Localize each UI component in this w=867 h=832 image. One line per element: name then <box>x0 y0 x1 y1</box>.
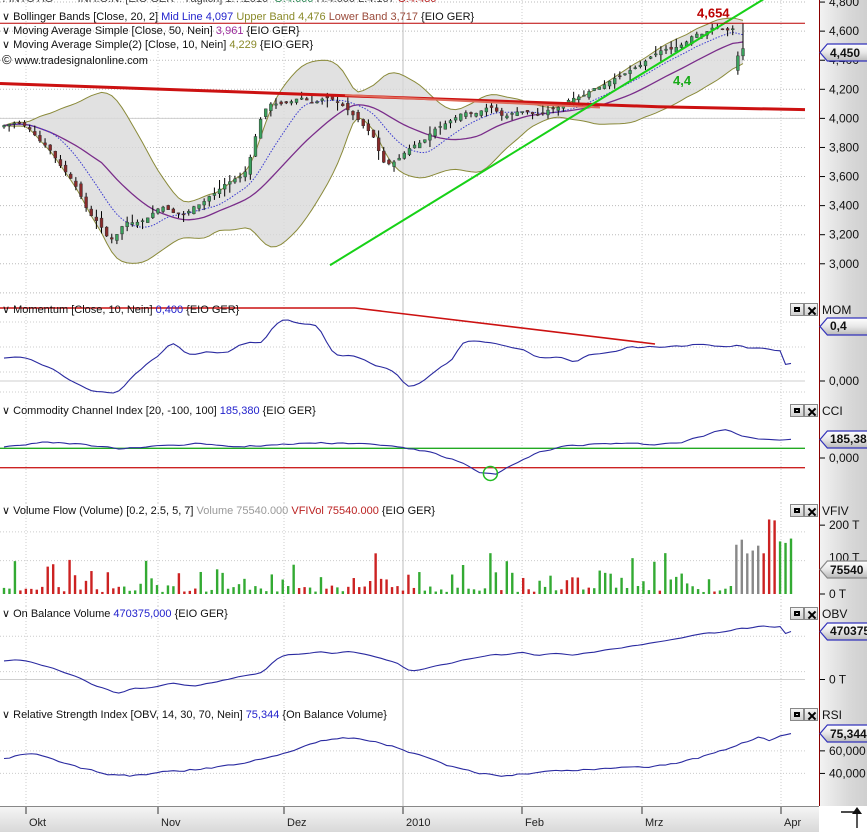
svg-text:0,000: 0,000 <box>829 374 859 388</box>
svg-text:0 T: 0 T <box>829 587 847 601</box>
svg-text:4,600: 4,600 <box>829 24 859 38</box>
svg-text:40,000: 40,000 <box>829 766 866 780</box>
svg-text:4,654: 4,654 <box>697 5 730 20</box>
svg-text:Feb: Feb <box>525 817 544 829</box>
svg-text:200 T: 200 T <box>829 518 860 532</box>
svg-text:Dez: Dez <box>287 817 307 829</box>
svg-text:Mrz: Mrz <box>645 817 663 829</box>
svg-text:4,000: 4,000 <box>829 111 859 125</box>
svg-text:4,4: 4,4 <box>673 73 692 88</box>
svg-text:Apr: Apr <box>784 817 801 829</box>
svg-text:60,000: 60,000 <box>829 744 866 758</box>
svg-text:4,800: 4,800 <box>829 0 859 9</box>
svg-text:2010: 2010 <box>406 817 430 829</box>
svg-text:3,800: 3,800 <box>829 140 859 154</box>
svg-text:Okt: Okt <box>29 817 46 829</box>
svg-text:0 T: 0 T <box>829 673 847 687</box>
svg-text:3,200: 3,200 <box>829 228 859 242</box>
svg-text:3,600: 3,600 <box>829 170 859 184</box>
svg-text:Nov: Nov <box>161 817 181 829</box>
svg-text:0,000: 0,000 <box>829 451 859 465</box>
svg-text:3,400: 3,400 <box>829 199 859 213</box>
svg-text:4,200: 4,200 <box>829 82 859 96</box>
svg-text:3,000: 3,000 <box>829 257 859 271</box>
